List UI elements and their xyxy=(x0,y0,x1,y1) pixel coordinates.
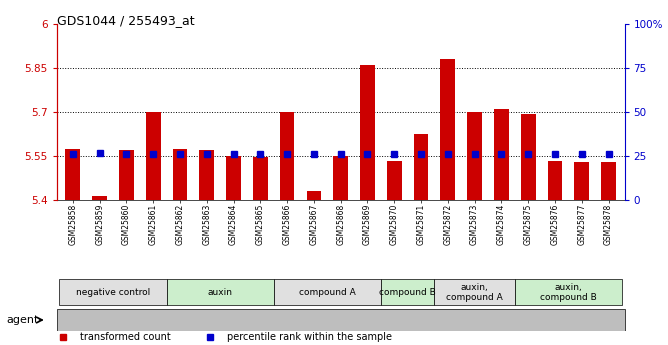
Bar xyxy=(59,279,166,305)
Bar xyxy=(166,279,274,305)
Text: GSM25859: GSM25859 xyxy=(95,204,104,245)
Text: GSM25874: GSM25874 xyxy=(497,204,506,245)
Bar xyxy=(226,156,241,200)
Text: compound B: compound B xyxy=(379,288,436,297)
Text: GSM25873: GSM25873 xyxy=(470,204,479,245)
Text: GSM25876: GSM25876 xyxy=(550,204,559,245)
Text: GSM25863: GSM25863 xyxy=(202,204,211,245)
Text: GSM25875: GSM25875 xyxy=(524,204,532,245)
Text: GSM25871: GSM25871 xyxy=(417,204,426,245)
Bar xyxy=(57,309,625,331)
Bar xyxy=(515,279,622,305)
Text: GSM25866: GSM25866 xyxy=(283,204,292,245)
Text: GSM25864: GSM25864 xyxy=(229,204,238,245)
Bar xyxy=(307,191,321,200)
Text: agent: agent xyxy=(7,315,39,325)
Text: transformed count: transformed count xyxy=(80,332,171,342)
Text: GSM25862: GSM25862 xyxy=(176,204,184,245)
Text: GSM25878: GSM25878 xyxy=(604,204,613,245)
Bar xyxy=(574,162,589,200)
Text: GSM25870: GSM25870 xyxy=(389,204,399,245)
Text: auxin,
compound B: auxin, compound B xyxy=(540,283,597,302)
Text: GSM25860: GSM25860 xyxy=(122,204,131,245)
Text: GSM25872: GSM25872 xyxy=(444,204,452,245)
Bar xyxy=(381,279,434,305)
Bar xyxy=(280,112,295,200)
Bar xyxy=(92,196,107,200)
Bar xyxy=(601,162,616,200)
Bar xyxy=(172,149,187,200)
Text: GSM25858: GSM25858 xyxy=(68,204,77,245)
Bar xyxy=(413,134,428,200)
Bar xyxy=(119,150,134,200)
Text: percentile rank within the sample: percentile rank within the sample xyxy=(227,332,392,342)
Text: GSM25861: GSM25861 xyxy=(149,204,158,245)
Text: GSM25865: GSM25865 xyxy=(256,204,265,245)
Text: auxin: auxin xyxy=(208,288,232,297)
Bar xyxy=(467,112,482,200)
Bar xyxy=(333,156,348,200)
Bar xyxy=(440,59,455,200)
Text: GSM25877: GSM25877 xyxy=(577,204,587,245)
Bar xyxy=(521,114,536,200)
Bar xyxy=(494,109,509,200)
Bar xyxy=(253,157,268,200)
Text: GSM25869: GSM25869 xyxy=(363,204,372,245)
Text: compound A: compound A xyxy=(299,288,355,297)
Bar xyxy=(387,160,401,200)
Bar xyxy=(434,279,515,305)
Bar xyxy=(200,150,214,200)
Text: negative control: negative control xyxy=(76,288,150,297)
Bar xyxy=(146,112,160,200)
Bar xyxy=(65,149,80,200)
Bar xyxy=(548,160,562,200)
Text: GSM25868: GSM25868 xyxy=(336,204,345,245)
Bar xyxy=(274,279,381,305)
Text: GDS1044 / 255493_at: GDS1044 / 255493_at xyxy=(57,14,194,27)
Text: auxin,
compound A: auxin, compound A xyxy=(446,283,503,302)
Text: GSM25867: GSM25867 xyxy=(309,204,319,245)
Bar xyxy=(360,65,375,200)
